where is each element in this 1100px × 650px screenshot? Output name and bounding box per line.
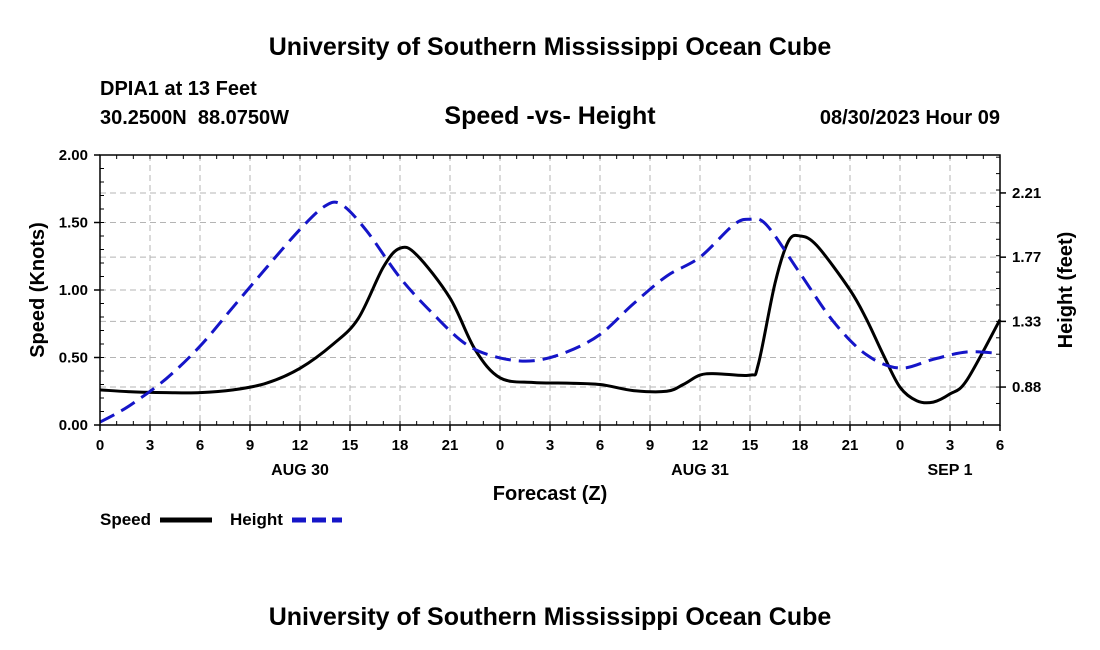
x-tick-label: 9: [646, 437, 654, 454]
x-tick-label: 6: [196, 437, 204, 454]
date-label: AUG 31: [671, 462, 729, 479]
chart-subtitle: Speed -vs- Height: [444, 102, 656, 130]
x-tick-label: 3: [546, 437, 554, 454]
legend: Speed Height: [100, 510, 342, 529]
y-left-tick-label: 0.00: [59, 417, 88, 434]
x-tick-label: 0: [496, 437, 504, 454]
y-right-tick-label: 1.77: [1012, 249, 1041, 266]
legend-label-height: Height: [230, 510, 283, 529]
date-label: AUG 30: [271, 462, 329, 479]
x-tick-label: 18: [792, 437, 809, 454]
x-tick-label: 21: [842, 437, 859, 454]
y-axis-right-label: Height (feet): [1055, 232, 1077, 349]
x-tick-label: 0: [96, 437, 104, 454]
x-tick-label: 3: [946, 437, 954, 454]
x-axis-label: Forecast (Z): [493, 483, 607, 505]
x-tick-label: 6: [596, 437, 604, 454]
x-tick-label: 21: [442, 437, 459, 454]
footer-title: University of Southern Mississippi Ocean…: [269, 603, 832, 631]
x-tick-label: 0: [896, 437, 904, 454]
y-left-tick-label: 1.50: [59, 215, 88, 232]
x-tick-label: 12: [292, 437, 309, 454]
legend-label-speed: Speed: [100, 510, 151, 529]
x-tick-label: 6: [996, 437, 1004, 454]
page-title: University of Southern Mississippi Ocean…: [269, 33, 832, 61]
series-line-height: [99, 200, 1001, 424]
y-left-tick-label: 0.50: [59, 350, 88, 367]
y-right-tick-label: 2.21: [1012, 185, 1041, 202]
x-tick-label: 15: [742, 437, 759, 454]
forecast-datetime: 08/30/2023 Hour 09: [820, 107, 1000, 129]
axes: 0 3 6 9 12 15 18 21 0 3 6 9 12 15 18 21 0 3 6 AUG 30 AUG 31 S…: [59, 147, 1041, 479]
x-tick-label: 3: [146, 437, 154, 454]
x-tick-label: 18: [392, 437, 409, 454]
series-line-speed: [99, 233, 1002, 405]
x-tick-label: 15: [342, 437, 359, 454]
station-label: DPIA1 at 13 Feet: [100, 78, 257, 100]
y-left-tick-label: 1.00: [59, 282, 88, 299]
y-left-tick-label: 2.00: [59, 147, 88, 164]
station-coords: 30.2500N 88.0750W: [100, 107, 289, 129]
x-tick-label: 9: [246, 437, 254, 454]
date-label: SEP 1: [927, 462, 972, 479]
x-tick-label: 12: [692, 437, 709, 454]
y-right-tick-label: 1.33: [1012, 313, 1041, 330]
y-right-tick-label: 0.88: [1012, 379, 1041, 396]
plot-lines: [99, 200, 1002, 424]
y-axis-left-label: Speed (Knots): [27, 222, 49, 358]
